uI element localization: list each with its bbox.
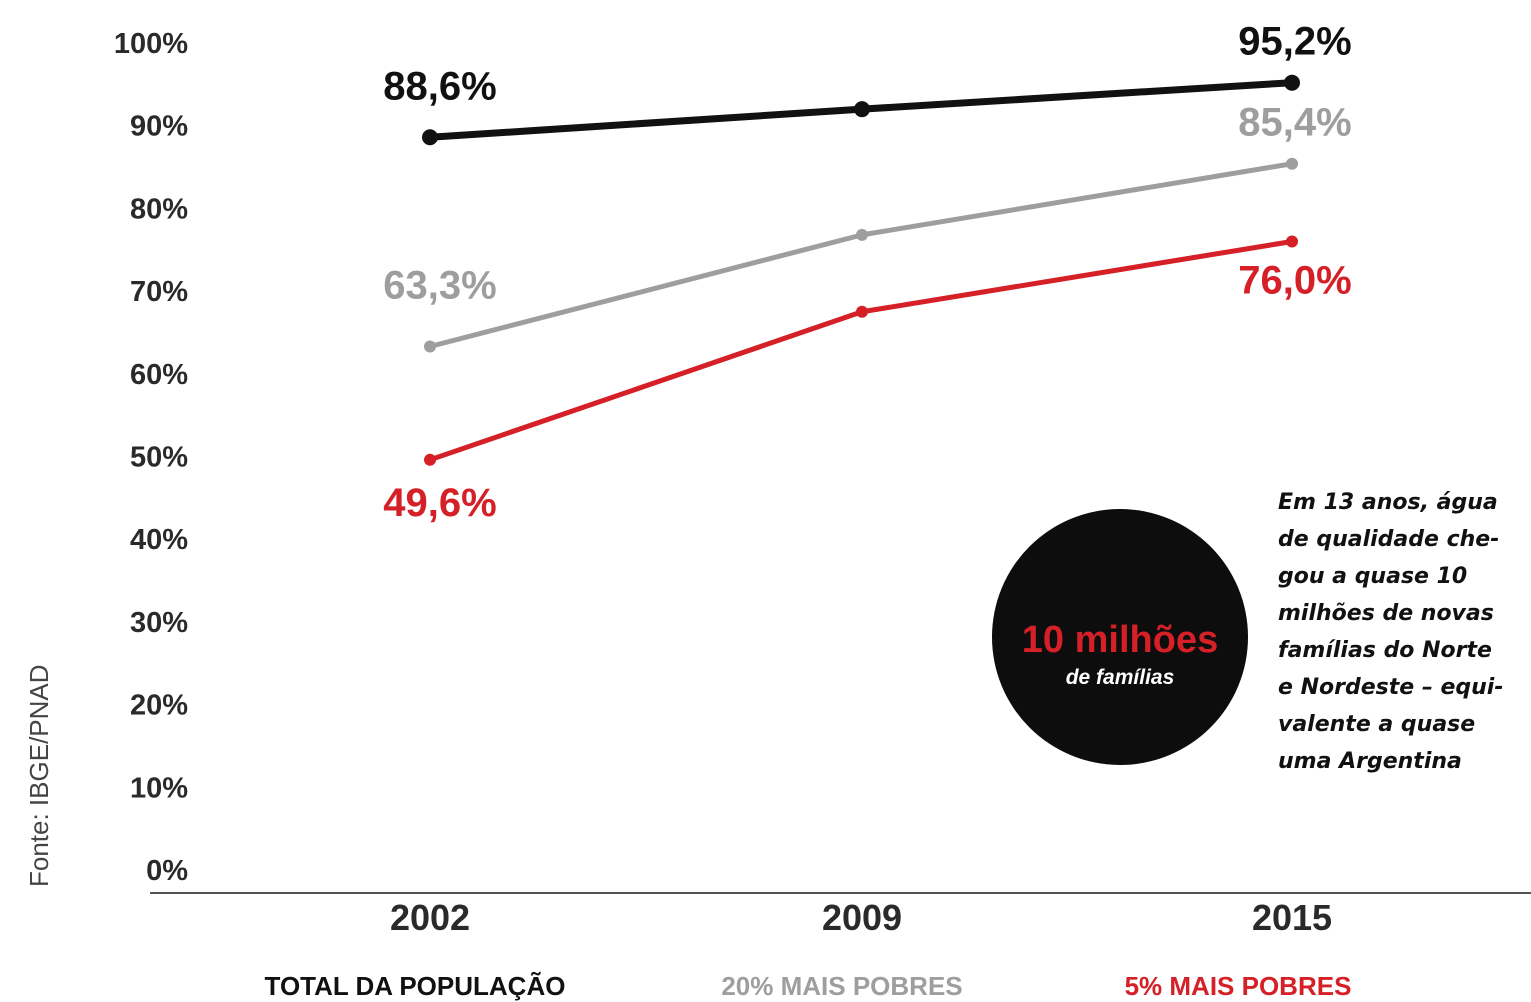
x-axis-ticks: 2002 2009 2015 [390, 897, 1332, 938]
y-tick-label: 0% [146, 855, 188, 887]
data-label: 49,6% [383, 481, 496, 525]
y-tick-label: 90% [130, 111, 188, 143]
data-label: 88,6% [383, 64, 496, 108]
data-point [854, 101, 870, 118]
y-tick-label: 50% [130, 442, 188, 474]
data-labels: 88,6% 95,2% 63,3% 85,4% 49,6% 76,0% [383, 20, 1351, 525]
y-tick-label: 100% [114, 28, 188, 60]
callout-number: 10 milhões [1022, 619, 1218, 661]
y-tick-label: 30% [130, 607, 188, 639]
data-point [422, 129, 438, 146]
legend-item: 20% MAIS POBRES [721, 971, 962, 1001]
series-line [427, 161, 1295, 350]
x-tick-label: 2009 [822, 897, 902, 938]
data-point [424, 453, 436, 466]
y-tick-label: 40% [130, 524, 188, 556]
y-tick-label: 80% [130, 193, 188, 225]
y-tick-label: 20% [130, 690, 188, 722]
callout-badge: 10 milhões de famílias [992, 509, 1248, 765]
legend-item: 5% MAIS POBRES [1125, 971, 1352, 1001]
source-label: Fonte: IBGE/PNAD [24, 664, 54, 887]
y-axis-ticks: 0% 10% 20% 30% 40% 50% 60% 70% 80% 90% 100% [114, 28, 188, 887]
legend: TOTAL DA POPULAÇÃO 20% MAIS POBRES 5% MAIS… [265, 971, 1352, 1001]
y-tick-label: 60% [130, 359, 188, 391]
data-point [1286, 157, 1298, 170]
callout-unit: de famílias [1066, 666, 1175, 689]
data-point [1284, 74, 1300, 91]
data-label: 95,2% [1238, 20, 1351, 64]
data-point [424, 340, 436, 353]
legend-item: TOTAL DA POPULAÇÃO [265, 971, 566, 1001]
data-point [856, 228, 868, 241]
y-tick-label: 10% [130, 772, 188, 804]
data-point [856, 305, 868, 318]
data-label: 76,0% [1238, 258, 1351, 302]
x-tick-label: 2015 [1252, 897, 1332, 938]
data-point [1286, 235, 1298, 248]
x-tick-label: 2002 [390, 897, 470, 938]
series-lines [426, 79, 1296, 463]
data-label: 63,3% [383, 264, 496, 308]
data-label: 85,4% [1238, 101, 1351, 145]
y-tick-label: 70% [130, 276, 188, 308]
series-points [422, 74, 1300, 466]
annotation-text: Em 13 anos, água de qualidade che- gou a… [1278, 490, 1504, 774]
callout-circle [992, 509, 1248, 765]
series-line [427, 238, 1295, 463]
